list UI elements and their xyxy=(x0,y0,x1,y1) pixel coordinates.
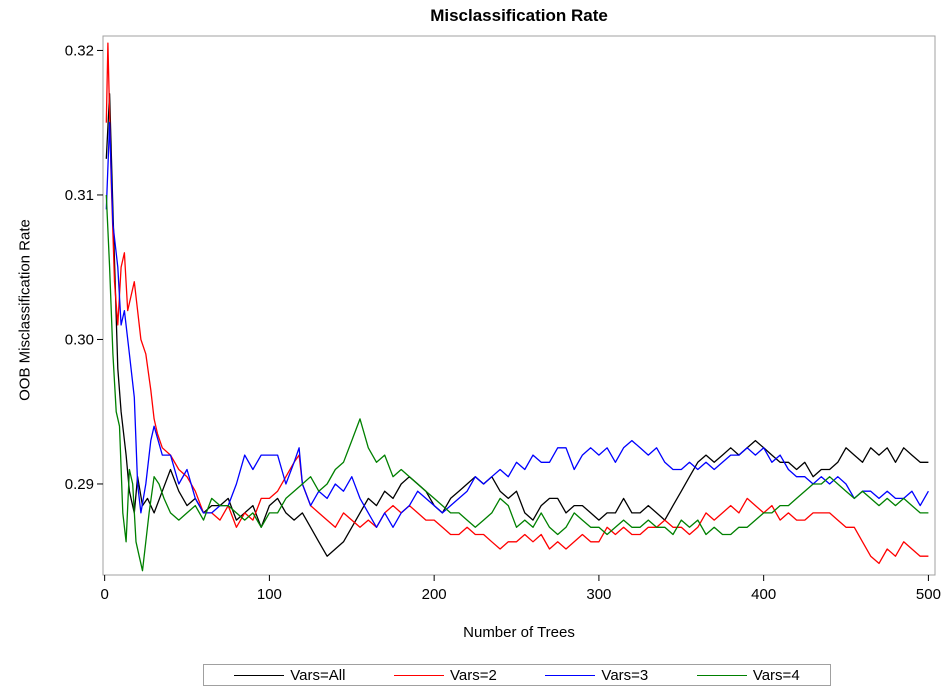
legend-label: Vars=3 xyxy=(601,666,649,684)
y-tick-label: 0.29 xyxy=(65,476,94,493)
legend-label: Vars=All xyxy=(290,666,346,684)
x-tick-label: 500 xyxy=(916,586,941,603)
series-line-vars-all xyxy=(105,93,929,557)
x-tick-label: 300 xyxy=(586,586,611,603)
y-tick-label: 0.30 xyxy=(65,331,94,348)
legend-label: Vars=4 xyxy=(752,666,800,684)
legend-swatch xyxy=(696,674,747,676)
series-line-vars-3 xyxy=(105,122,929,528)
x-axis-label: Number of Trees xyxy=(463,624,575,641)
legend-item-vars-3: Vars=3 xyxy=(545,667,648,684)
legend-item-vars-4: Vars=4 xyxy=(696,666,800,684)
x-tick-label: 200 xyxy=(422,586,447,603)
legend-item-vars-2: Vars=2 xyxy=(394,667,497,684)
legend-swatch xyxy=(545,674,596,676)
x-tick-label: 100 xyxy=(257,586,282,603)
legend-swatch xyxy=(394,674,445,676)
axes: 0 100 200 300 400 500 0.29 0.30 0.31 0.32 xyxy=(65,42,941,603)
series-layer xyxy=(105,42,929,572)
legend: Vars=All Vars=2 Vars=3 Vars=4 xyxy=(203,664,831,686)
y-tick-label: 0.32 xyxy=(65,42,94,59)
legend-swatch xyxy=(234,674,285,676)
legend-label: Vars=2 xyxy=(450,666,497,684)
y-tick-label: 0.31 xyxy=(65,187,94,204)
x-tick-label: 400 xyxy=(751,586,776,603)
legend-item-vars-all: Vars=All xyxy=(234,667,345,684)
series-line-vars-4 xyxy=(105,194,929,572)
chart-title: Misclassification Rate xyxy=(430,6,608,25)
series-line-vars-2 xyxy=(105,42,929,565)
plot-frame xyxy=(102,35,936,576)
x-tick-label: 0 xyxy=(100,586,108,603)
